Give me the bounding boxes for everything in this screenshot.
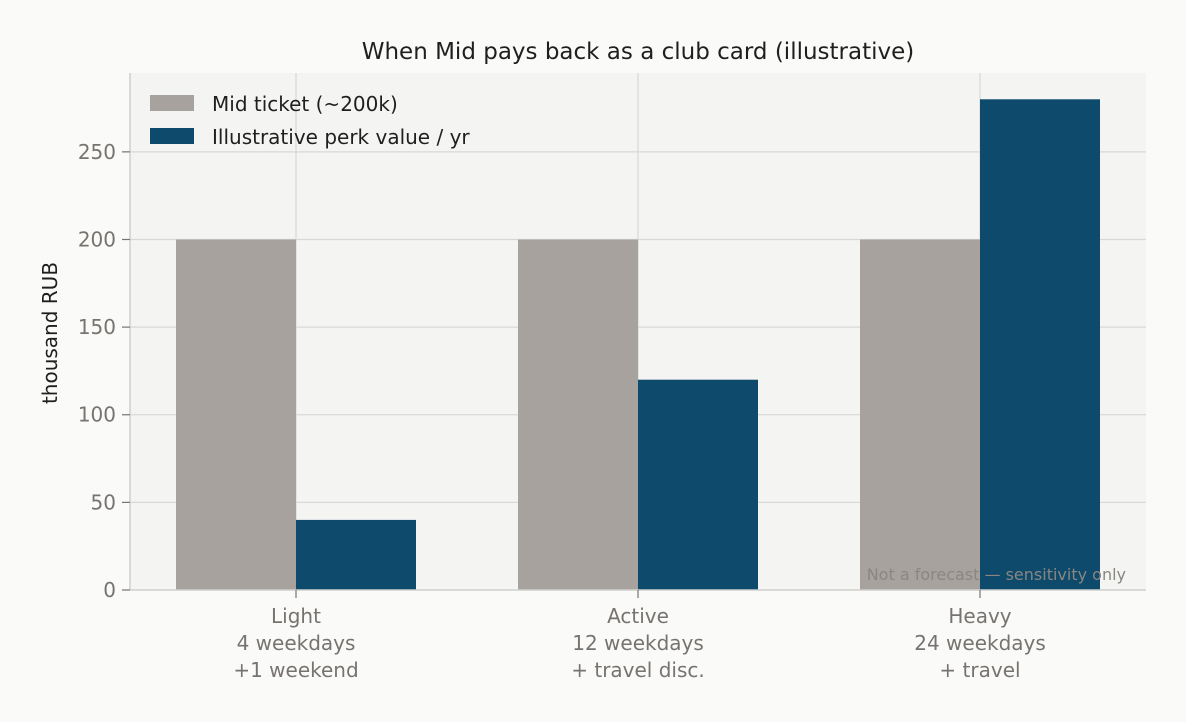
legend: Mid ticket (~200k) Illustrative perk valu… xyxy=(150,92,470,149)
bar-mid-ticket-2 xyxy=(860,239,980,591)
bar-mid-ticket-0 xyxy=(176,239,296,591)
y-tick-label: 50 xyxy=(91,490,116,514)
bar-perk-value-0 xyxy=(296,519,416,590)
legend-swatch xyxy=(150,95,194,111)
bar-perk-value-2 xyxy=(980,99,1100,590)
y-axis-label: thousand RUB xyxy=(38,262,62,404)
bar-mid-ticket-1 xyxy=(518,239,638,591)
y-tick-label: 250 xyxy=(78,140,116,164)
legend-swatch xyxy=(150,128,194,144)
bar-perk-value-1 xyxy=(638,379,758,590)
x-tick-label: Active 12 weekdays + travel disc. xyxy=(571,604,705,682)
tick-labels: 0 50 100 150 200 250 Light 4 weekdays +1 weekend… xyxy=(78,140,1046,682)
chart-title: When Mid pays back as a club card (illus… xyxy=(362,39,915,65)
y-tick-label: 0 xyxy=(103,578,116,602)
legend-entry: Illustrative perk value / yr xyxy=(212,125,470,149)
x-tick-label: Light 4 weekdays +1 weekend xyxy=(233,604,358,682)
y-tick-label: 150 xyxy=(78,315,116,339)
x-tick-label: Heavy 24 weekdays + travel xyxy=(914,604,1046,682)
legend-entry: Mid ticket (~200k) xyxy=(212,92,398,116)
chart-annotation: Not a forecast — sensitivity only xyxy=(867,565,1126,584)
bars xyxy=(176,99,1100,591)
y-tick-label: 200 xyxy=(78,227,116,251)
y-tick-label: 100 xyxy=(78,403,116,427)
